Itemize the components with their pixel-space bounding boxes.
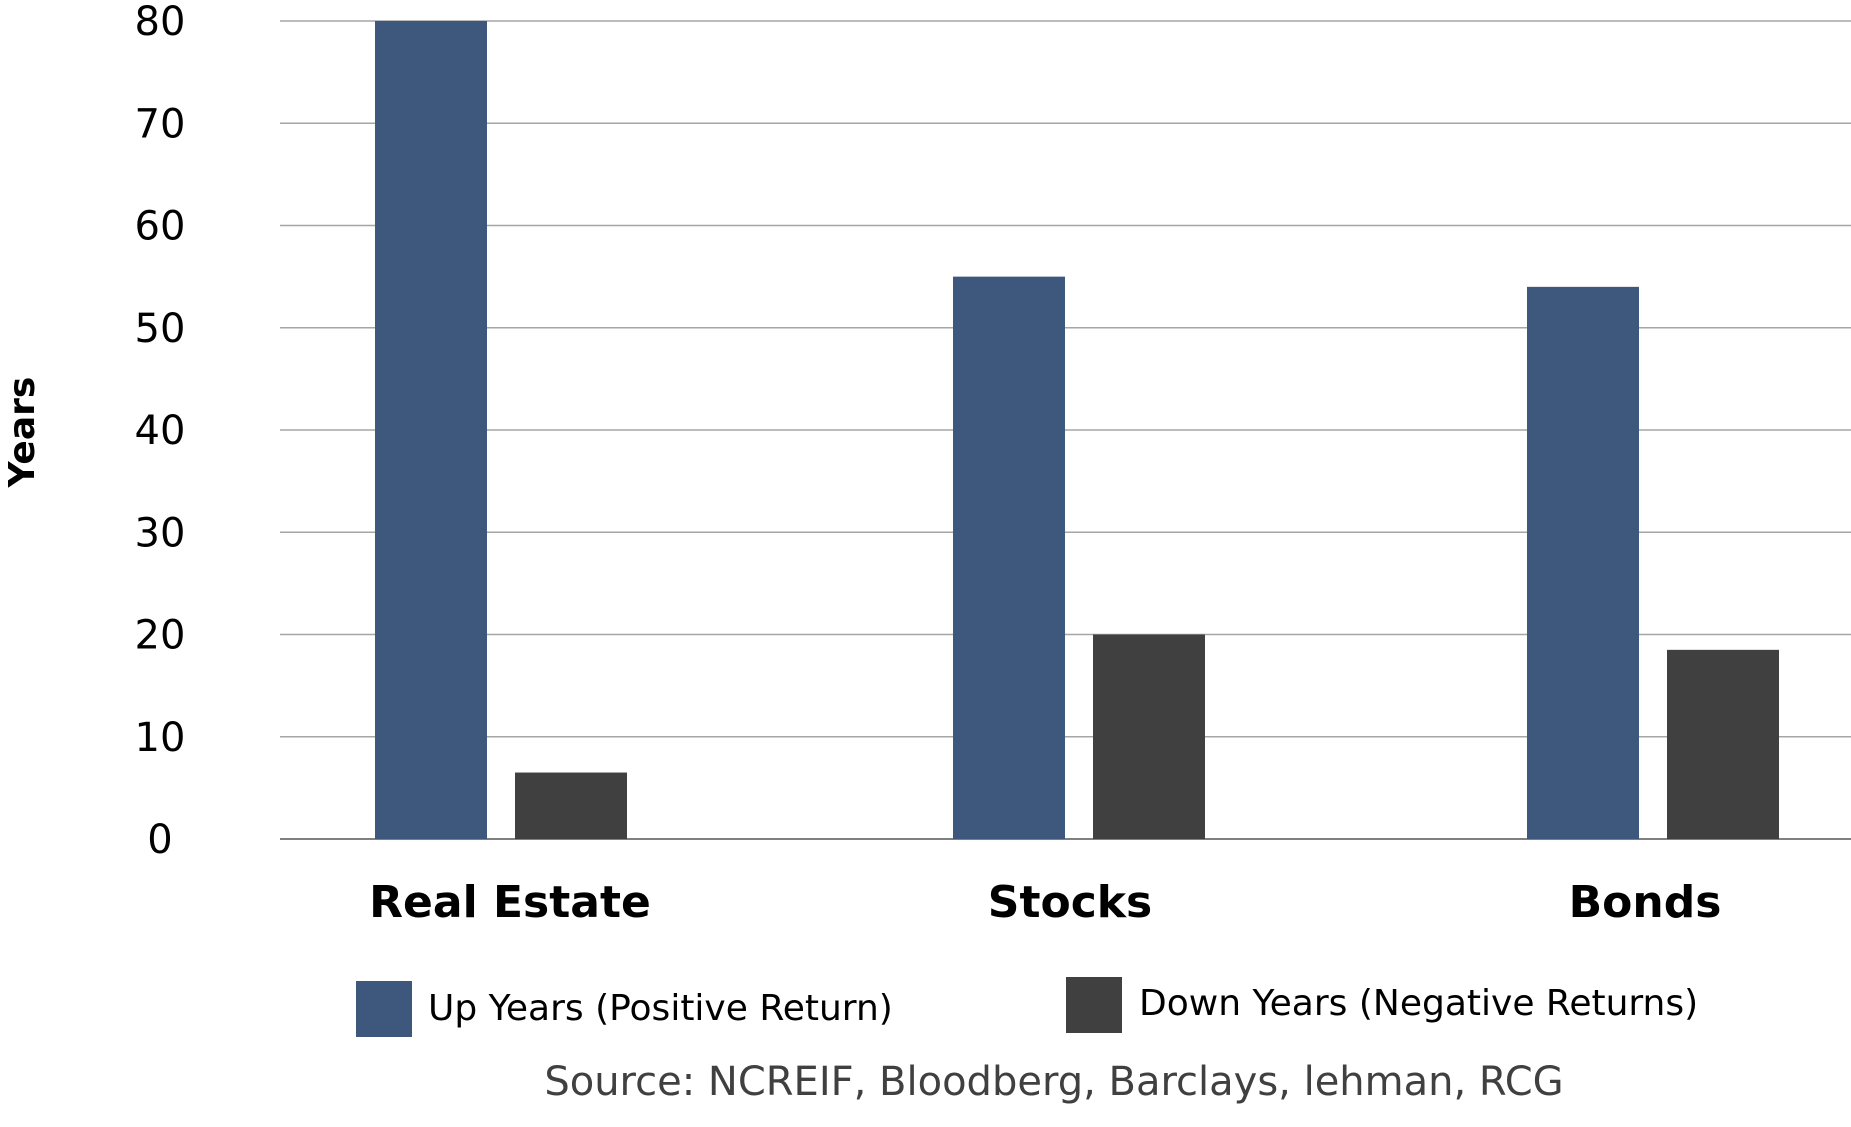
y-tick-label: 10 — [135, 715, 186, 761]
bar-up-stocks — [953, 276, 1065, 839]
legend-swatch — [1066, 977, 1122, 1033]
legend-label: Up Years (Positive Return) — [428, 988, 893, 1029]
x-category-label: Stocks — [988, 877, 1152, 928]
bars — [375, 21, 1779, 840]
bar-up-bonds — [1527, 286, 1639, 840]
source-note: Source: NCREIF, Bloodberg, Barclays, leh… — [544, 1059, 1563, 1105]
x-category-label: Real Estate — [369, 877, 651, 928]
legend: Up Years (Positive Return) Down Years (Ne… — [356, 977, 1698, 1037]
bar-down-bonds — [1667, 649, 1779, 839]
y-tick-label: 60 — [135, 204, 186, 250]
y-axis-ticks: 0 10 20 30 40 50 60 70 80 — [135, 0, 186, 863]
y-tick-label: 50 — [135, 306, 186, 352]
x-category-label: Bonds — [1569, 877, 1722, 928]
y-tick-label: 0 — [147, 817, 172, 863]
bar-down-real-estate — [515, 772, 627, 839]
y-axis-label: Years — [2, 377, 43, 489]
y-tick-label: 20 — [135, 613, 186, 659]
x-axis-categories: Real Estate Stocks Bonds — [369, 877, 1721, 928]
y-tick-label: 70 — [135, 101, 186, 147]
bar-down-stocks — [1093, 634, 1205, 839]
y-tick-label: 30 — [135, 510, 186, 556]
bar-up-real-estate — [375, 21, 487, 839]
y-tick-label: 80 — [135, 0, 186, 45]
legend-label: Down Years (Negative Returns) — [1139, 983, 1698, 1024]
legend-swatch — [356, 981, 412, 1037]
y-tick-label: 40 — [135, 408, 186, 454]
